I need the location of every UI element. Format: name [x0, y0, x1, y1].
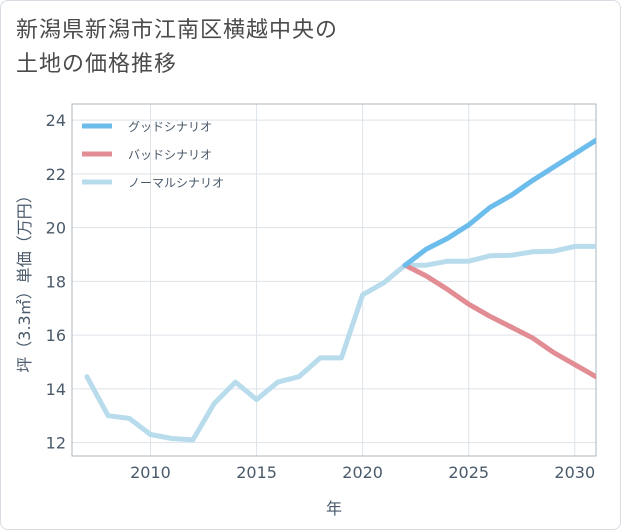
- y-tick-labels: 12 14 16 18 20 22 24: [46, 111, 66, 452]
- plot-frame: [71, 103, 597, 457]
- legend-label-0: グッドシナリオ: [128, 120, 212, 134]
- chart-title-line-1: 新潟県新潟市江南区横越中央の: [16, 18, 339, 43]
- x-tick-labels: 2010 2015 2020 2025 2030: [130, 463, 595, 482]
- x-axis-label: 年: [326, 499, 342, 518]
- y-axis-label: 坪（3.3㎡）単価（万円）: [15, 187, 34, 372]
- x-tick-label-2010: 2010: [130, 463, 171, 482]
- y-tick-label-22: 22: [46, 165, 66, 184]
- series-layer: [84, 137, 596, 443]
- x-tick-label-2015: 2015: [236, 463, 277, 482]
- x-tick-label-2020: 2020: [342, 463, 383, 482]
- y-tick-label-24: 24: [46, 111, 66, 130]
- x-tick-label-2025: 2025: [448, 463, 489, 482]
- y-tick-label-14: 14: [46, 380, 66, 399]
- x-tick-label-2030: 2030: [554, 463, 595, 482]
- y-tick-label-16: 16: [46, 326, 66, 345]
- legend-label-1: バッドシナリオ: [128, 148, 212, 162]
- legend-label-2: ノーマルシナリオ: [128, 176, 224, 190]
- chart-title: 新潟県新潟市江南区横越中央の 土地の価格推移: [16, 14, 436, 82]
- series-line-2: [84, 243, 596, 443]
- y-tick-label-20: 20: [46, 219, 66, 238]
- grid-lines: [72, 104, 596, 456]
- y-tick-label-12: 12: [46, 434, 66, 453]
- chart-title-line-2: 土地の価格推移: [16, 52, 178, 77]
- series-line-0: [402, 137, 596, 268]
- y-tick-label-18: 18: [46, 272, 66, 291]
- series-line-1: [402, 262, 596, 380]
